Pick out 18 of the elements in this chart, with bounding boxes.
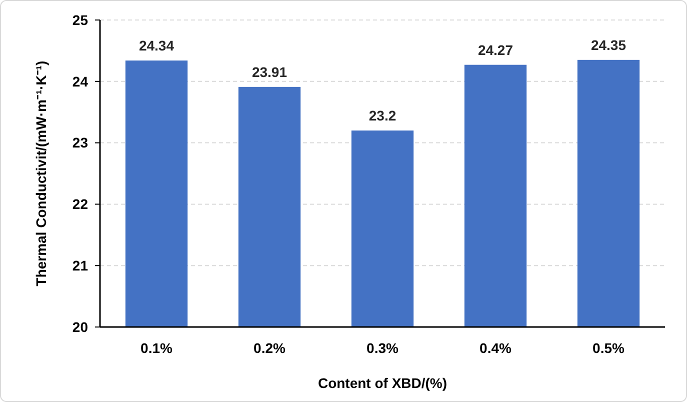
x-axis-title: Content of XBD/(%) (318, 375, 448, 391)
data-label: 23.2 (368, 108, 396, 124)
x-tick-label: 0.3% (366, 340, 399, 356)
y-tick-label: 22 (72, 196, 88, 212)
data-label: 24.35 (590, 36, 626, 53)
data-label: 23.91 (252, 64, 288, 80)
data-label: 24.34 (138, 38, 174, 54)
y-tick-label: 25 (72, 12, 88, 28)
y-axis-title: Thermal Conductivit/(mW·m⁻¹·K⁻¹) (33, 60, 49, 286)
y-tick-label: 24 (72, 73, 88, 90)
x-tick-label: 0.5% (592, 340, 625, 356)
x-tick-label: 0.1% (140, 340, 173, 356)
y-tick-label: 23 (72, 134, 88, 151)
data-label: 24.27 (478, 42, 514, 58)
y-tick-label: 20 (72, 318, 88, 335)
x-tick-label: 0.4% (480, 340, 512, 356)
y-tick-label: 21 (72, 258, 88, 274)
x-tick-label: 0.2% (254, 340, 286, 356)
